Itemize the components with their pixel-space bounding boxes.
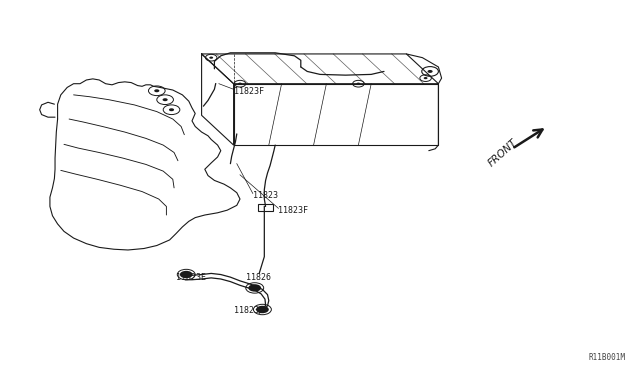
Circle shape (256, 306, 269, 313)
Circle shape (163, 98, 168, 101)
Text: 11823F: 11823F (278, 206, 308, 215)
Text: FRONT: FRONT (486, 138, 520, 169)
Circle shape (209, 57, 213, 59)
Circle shape (424, 77, 428, 79)
Circle shape (169, 108, 174, 111)
Text: 11826: 11826 (246, 273, 271, 282)
Text: R11B001M: R11B001M (589, 353, 626, 362)
Circle shape (248, 284, 261, 292)
Circle shape (154, 89, 159, 92)
Circle shape (356, 83, 360, 85)
Text: 11823: 11823 (253, 191, 278, 200)
Circle shape (238, 83, 242, 85)
Text: 11823E: 11823E (234, 306, 264, 315)
Text: 11823F: 11823F (234, 87, 264, 96)
Text: 11823E: 11823E (176, 273, 206, 282)
Circle shape (180, 271, 193, 278)
Circle shape (428, 70, 433, 73)
